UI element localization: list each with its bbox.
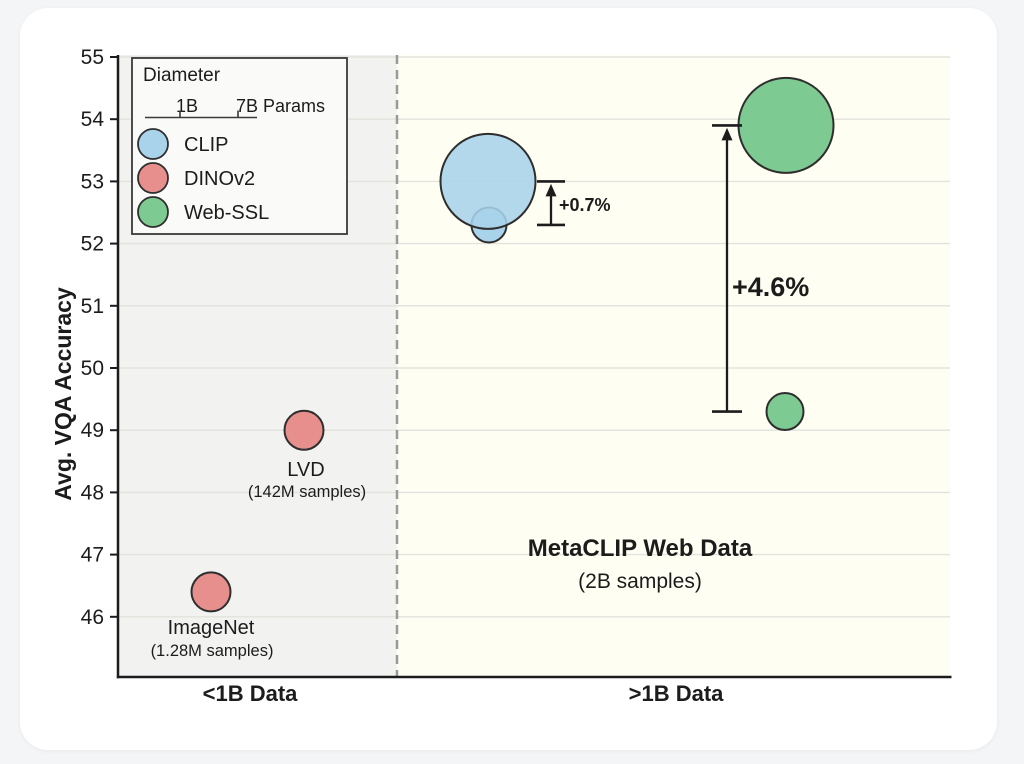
- bubble-web-ssl-49.3: [765, 392, 805, 432]
- legend-swatch-clip: [137, 128, 169, 160]
- y-tick-label-49: 49: [81, 419, 104, 442]
- region-label-metaclip: MetaCLIP Web Data: [528, 535, 753, 562]
- legend: Diameter 1B 7B Params CLIP DINOv2 Web-SS…: [131, 57, 348, 235]
- point-label-lvd: LVD: [287, 459, 324, 481]
- annotation-arrow-layer: [537, 124, 742, 413]
- point-sublabel-imagenet: (1.28M samples): [151, 642, 274, 660]
- legend-label-dinov2: DINOv2: [184, 168, 255, 190]
- y-tick-label-52: 52: [81, 233, 104, 256]
- y-tick-label-53: 53: [81, 170, 104, 193]
- bubble-layer: [190, 76, 835, 613]
- legend-label-clip: CLIP: [184, 134, 228, 156]
- x-group-label-gt1b: >1B Data: [629, 681, 725, 706]
- legend-label-webssl: Web-SSL: [184, 202, 269, 224]
- y-tick-label-48: 48: [81, 481, 104, 504]
- bubble-clip-53: [439, 132, 537, 230]
- point-label-imagenet: ImageNet: [168, 617, 255, 639]
- arrow-head-up: [721, 127, 733, 141]
- annotation-text-4.6: +4.6%: [732, 272, 809, 302]
- legend-title: Diameter: [143, 65, 221, 86]
- annotation-text-0.7: +0.7%: [559, 195, 611, 215]
- y-tick-label-54: 54: [81, 108, 105, 131]
- x-group-label-lt1b: <1B Data: [203, 681, 299, 706]
- region-sublabel-metaclip: (2B samples): [578, 570, 702, 593]
- bubble-imagenet: [190, 571, 232, 613]
- y-axis-title: Avg. VQA Accuracy: [50, 287, 76, 501]
- legend-swatch-webssl: [137, 196, 169, 228]
- y-tick-label-55: 55: [81, 46, 104, 69]
- y-tick-label-51: 51: [81, 295, 104, 318]
- y-tick-label-47: 47: [81, 544, 104, 567]
- legend-swatch-dinov2: [137, 162, 169, 194]
- bubble-lvd: [283, 409, 325, 451]
- bubble-web-ssl-53.9: [737, 76, 835, 174]
- y-tick-label-46: 46: [81, 606, 104, 629]
- axis-layer: 55 54 53 52 51 50 49 48 47 46: [81, 46, 952, 679]
- y-tick-label-50: 50: [81, 357, 104, 380]
- arrow-head-up: [545, 183, 557, 197]
- annotation-arrow-4.6: [712, 124, 742, 413]
- legend-size-min-label: 1B: [176, 96, 198, 116]
- point-sublabel-lvd: (142M samples): [248, 483, 366, 501]
- annotation-arrow-0.7: [537, 180, 565, 227]
- legend-size-max-label: 7B Params: [236, 96, 325, 116]
